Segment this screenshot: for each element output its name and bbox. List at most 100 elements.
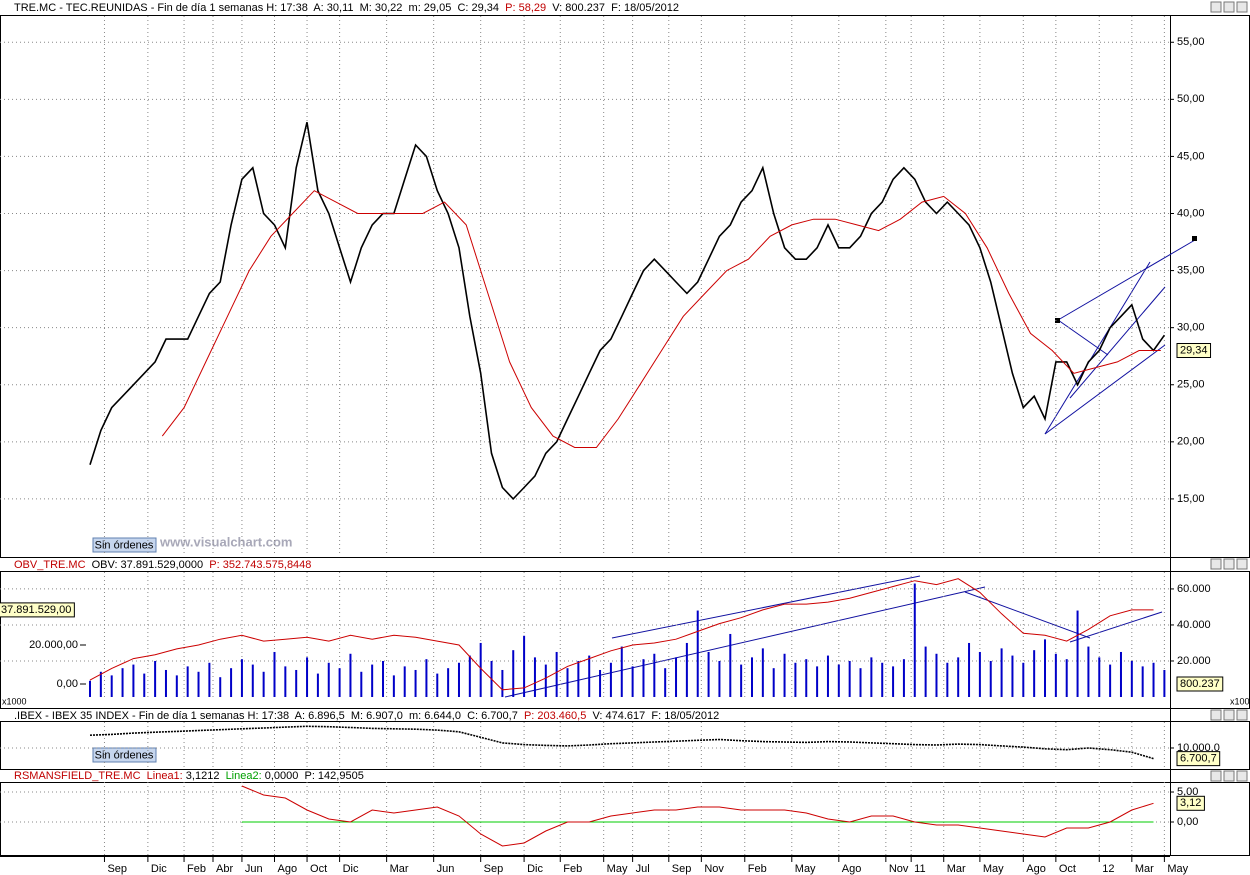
volume-bar bbox=[816, 666, 819, 697]
volume-bar bbox=[892, 666, 895, 697]
minimize-button[interactable] bbox=[1210, 558, 1222, 570]
volume-bar bbox=[382, 660, 385, 697]
volume-bar bbox=[805, 659, 808, 697]
x-tick-label: Dic bbox=[151, 863, 167, 875]
volume-bar bbox=[675, 657, 678, 697]
volume-bar bbox=[143, 673, 146, 697]
volume-bar bbox=[501, 669, 504, 697]
maximize-button[interactable] bbox=[1223, 770, 1235, 782]
x-tick-label: May bbox=[795, 863, 816, 875]
volume-bar bbox=[783, 653, 786, 697]
volume-bar bbox=[447, 668, 450, 697]
close-button[interactable] bbox=[1236, 709, 1248, 721]
series-line bbox=[161, 190, 1161, 448]
volume-bar bbox=[588, 655, 591, 697]
volume-bar bbox=[403, 666, 406, 697]
header-segment: 0,0000 bbox=[265, 770, 305, 782]
volume-bar bbox=[577, 660, 580, 697]
volume-bar bbox=[740, 664, 743, 697]
orders-button-label[interactable]: Sin órdenes bbox=[95, 539, 154, 551]
minimize-button[interactable] bbox=[1210, 1, 1222, 13]
maximize-button[interactable] bbox=[1223, 1, 1235, 13]
anchor-point bbox=[1192, 236, 1197, 241]
volume-bar bbox=[989, 660, 992, 697]
y-tick-label: 40.000 bbox=[1177, 619, 1211, 631]
volume-bar bbox=[251, 664, 254, 697]
y-tick-label: 5,00 bbox=[1177, 786, 1198, 798]
trend-line bbox=[1044, 344, 1166, 435]
y-tick-label: 15,00 bbox=[1177, 493, 1205, 505]
volume-bar bbox=[902, 659, 905, 697]
volume-bar bbox=[544, 664, 547, 697]
volume-bar bbox=[327, 662, 330, 697]
volume-bar bbox=[306, 657, 309, 697]
x-tick-label: Dic bbox=[343, 863, 359, 875]
y2-tick-label: 20.000,00 bbox=[29, 639, 78, 651]
x-tick-label: Jun bbox=[245, 863, 263, 875]
volume-bar bbox=[696, 610, 699, 697]
volume-bar bbox=[425, 659, 428, 697]
trend-line bbox=[611, 575, 921, 639]
header-segment: RSMANSFIELD_TRE.MC bbox=[14, 770, 141, 782]
panel-header: .IBEX - IBEX 35 INDEX - Fin de día 1 sem… bbox=[14, 710, 719, 722]
window-buttons[interactable] bbox=[1210, 1, 1248, 782]
volume-bar bbox=[1119, 651, 1122, 697]
anchor-point bbox=[1055, 318, 1060, 323]
volume-bar bbox=[620, 646, 623, 697]
x-tick-label: Feb bbox=[748, 863, 767, 875]
x-tick-label: Feb bbox=[563, 863, 582, 875]
header-segment: V: 474.617 F: 18/05/2012 bbox=[586, 710, 719, 722]
volume-bar bbox=[284, 666, 287, 697]
maximize-button[interactable] bbox=[1223, 709, 1235, 721]
x-tick-label: Ago bbox=[1026, 863, 1046, 875]
x-tick-label: Sep bbox=[107, 863, 127, 875]
orders-button[interactable] bbox=[92, 537, 157, 553]
volume-bar bbox=[523, 635, 526, 697]
volume-bar bbox=[414, 669, 417, 697]
volume-bar bbox=[154, 660, 157, 697]
volume-bar bbox=[1054, 653, 1057, 697]
close-button[interactable] bbox=[1236, 770, 1248, 782]
volume-bar bbox=[848, 660, 851, 697]
x-tick-label: Dic bbox=[527, 863, 543, 875]
volume-bar bbox=[186, 666, 189, 697]
trend-line bbox=[1057, 239, 1196, 321]
volume-bar bbox=[1109, 664, 1112, 697]
volume-bar bbox=[240, 659, 243, 697]
volume-bar bbox=[479, 642, 482, 697]
header-segment: V: 800.237 F: 18/05/2012 bbox=[546, 2, 679, 14]
series-line bbox=[89, 725, 1154, 760]
y-tick-label: 25,00 bbox=[1177, 379, 1205, 391]
header-segment: Linea2: bbox=[226, 770, 265, 782]
volume-bar bbox=[968, 642, 971, 697]
multiplier: x1000 bbox=[2, 696, 27, 706]
volume-bar bbox=[1022, 662, 1025, 697]
x-tick-label: Sep bbox=[672, 863, 692, 875]
orders-button-label[interactable]: Sin órdenes bbox=[95, 749, 154, 761]
x-tick-label: Jul bbox=[636, 863, 650, 875]
volume-bar bbox=[935, 653, 938, 697]
x-tick-label: Oct bbox=[310, 863, 327, 875]
volume-bar bbox=[468, 655, 471, 697]
x-tick-label: Ago bbox=[842, 863, 862, 875]
maximize-button[interactable] bbox=[1223, 558, 1235, 570]
volume-bar bbox=[436, 673, 439, 697]
volume-bar bbox=[230, 668, 233, 697]
header-segment: P: 142,9505 bbox=[304, 770, 363, 782]
last-value-label: 800.237 bbox=[1180, 678, 1220, 690]
volume-bar bbox=[837, 664, 840, 697]
y-tick-label: 10.000,0 bbox=[1177, 742, 1220, 754]
x-tick-label: 12 bbox=[1102, 863, 1114, 875]
minimize-button[interactable] bbox=[1210, 770, 1222, 782]
x-tick-label: Mar bbox=[390, 863, 409, 875]
minimize-button[interactable] bbox=[1210, 709, 1222, 721]
y-tick-label: 50,00 bbox=[1177, 93, 1205, 105]
header-segment: P: 352.743.575,8448 bbox=[209, 559, 311, 571]
volume-bar bbox=[1011, 655, 1014, 697]
close-button[interactable] bbox=[1236, 1, 1248, 13]
close-button[interactable] bbox=[1236, 558, 1248, 570]
volume-bar bbox=[295, 669, 298, 697]
volume-bar bbox=[924, 646, 927, 697]
volume-bar bbox=[121, 668, 124, 697]
